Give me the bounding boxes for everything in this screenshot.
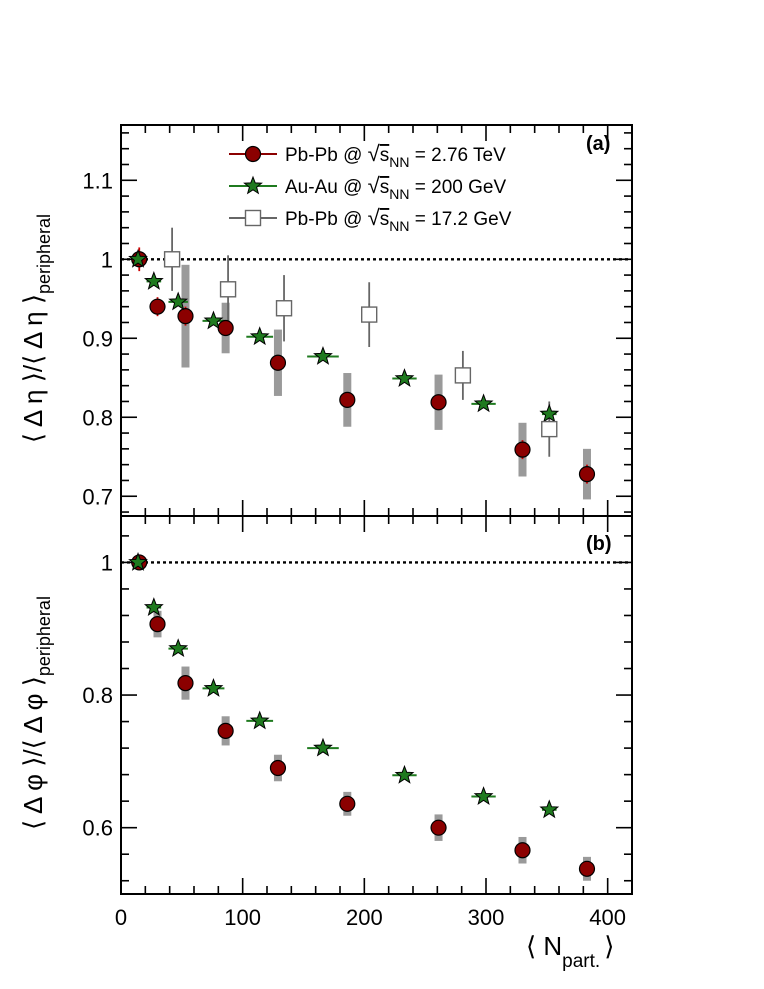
- data-point-pbpb276: [339, 795, 356, 812]
- data-point-pbpb276: [430, 819, 447, 836]
- data-point-pbpb276: [149, 615, 166, 633]
- data-point-auau200: [249, 326, 270, 346]
- data-point-pbpb276: [269, 354, 287, 371]
- data-point-auau200: [203, 678, 224, 697]
- data-point-pbpb276: [217, 319, 234, 337]
- data-point-pbpb172: [219, 281, 237, 298]
- legend-marker: [244, 209, 262, 227]
- legend-entry-pbpb276: Pb-Pb @ √sNN = 2.76 TeV: [229, 141, 506, 170]
- data-point-auau200: [128, 248, 148, 268]
- data-point-pbpb276: [177, 675, 194, 692]
- data-point-pbpb276: [217, 722, 234, 739]
- y-tick-label: 1: [101, 247, 113, 272]
- panel-tag: (b): [586, 533, 612, 555]
- legend-label: Pb-Pb @ √sNN = 2.76 TeV: [285, 141, 506, 170]
- y-axis-label: ⟨ Δ φ ⟩/⟨ Δ φ ⟩peripheral: [18, 596, 54, 830]
- x-tick-label: 100: [224, 905, 261, 930]
- legend-label: Au-Au @ √sNN = 200 GeV: [285, 173, 506, 202]
- y-tick-label: 1: [101, 550, 113, 575]
- plot-frame: [120, 515, 633, 895]
- data-point-auau200: [143, 270, 164, 290]
- data-point-pbpb276: [149, 298, 166, 315]
- legend-marker: [244, 145, 262, 163]
- y-tick-label: 0.9: [82, 326, 113, 351]
- data-point-pbpb276: [339, 391, 356, 408]
- data-point-auau200: [394, 368, 415, 387]
- data-point-auau200: [313, 737, 333, 757]
- data-point-pbpb172: [541, 420, 558, 438]
- legend-label: Pb-Pb @ √sNN = 17.2 GeV: [285, 205, 512, 234]
- y-tick-label: 0.8: [82, 683, 113, 708]
- data-point-auau200: [539, 403, 560, 423]
- data-point-pbpb276: [269, 759, 287, 777]
- x-tick-label: 200: [346, 905, 383, 930]
- x-tick-label: 400: [589, 905, 626, 930]
- data-point-auau200: [128, 552, 148, 571]
- data-point-auau200: [313, 346, 333, 365]
- data-point-pbpb276: [514, 842, 531, 859]
- legend-entry-pbpb172: Pb-Pb @ √sNN = 17.2 GeV: [229, 205, 512, 234]
- data-point-auau200: [168, 291, 189, 311]
- data-point-auau200: [168, 638, 189, 658]
- x-axis: 0 100 200 300 400⟨ Npart.⟩: [115, 905, 626, 972]
- x-tick-label: 300: [468, 905, 505, 930]
- legend-entry-auau200: Au-Au @ √sNN = 200 GeV: [229, 173, 506, 202]
- data-point-pbpb172: [275, 300, 293, 317]
- data-point-auau200: [143, 597, 164, 616]
- data-point-pbpb276: [430, 394, 447, 411]
- data-point-auau200: [539, 799, 560, 819]
- y-tick-label: 1.1: [82, 168, 113, 193]
- data-point-auau200: [203, 310, 224, 330]
- data-point-auau200: [473, 393, 494, 413]
- legend: Pb-Pb @ √sNN = 2.76 TeV Au-Au @ √sNN = 20…: [229, 141, 512, 234]
- y-tick-label: 0.7: [82, 484, 113, 509]
- x-axis-label: ⟨ Npart.⟩: [526, 931, 614, 972]
- panel-b: 0.6 0.8 1 ⟨ Δ φ ⟩/⟨ Δ φ ⟩peripheral (b): [18, 515, 633, 895]
- data-point-auau200: [473, 786, 494, 805]
- panel-tag: (a): [586, 133, 610, 155]
- data-point-pbpb172: [361, 306, 378, 323]
- data-point-pbpb172: [163, 251, 181, 268]
- data-point-pbpb276: [177, 308, 194, 325]
- data-point-pbpb276: [578, 466, 596, 483]
- data-point-auau200: [394, 764, 415, 784]
- data-point-auau200: [249, 710, 270, 730]
- data-point-pbpb276: [514, 441, 531, 458]
- y-tick-label: 0.8: [82, 405, 113, 430]
- legend-marker: [243, 175, 263, 195]
- y-axis-label: ⟨ Δ η ⟩/⟨ Δ η ⟩peripheral: [18, 214, 54, 443]
- data-point-pbpb276: [578, 860, 596, 877]
- y-tick-label: 0.6: [82, 816, 113, 841]
- panel-a: 0.7 0.8 0.9 1 1.1 ⟨ Δ η ⟩/⟨ Δ η ⟩peripheral (a…: [18, 124, 633, 517]
- data-point-pbpb172: [454, 367, 472, 384]
- x-tick-label: 0: [115, 905, 127, 930]
